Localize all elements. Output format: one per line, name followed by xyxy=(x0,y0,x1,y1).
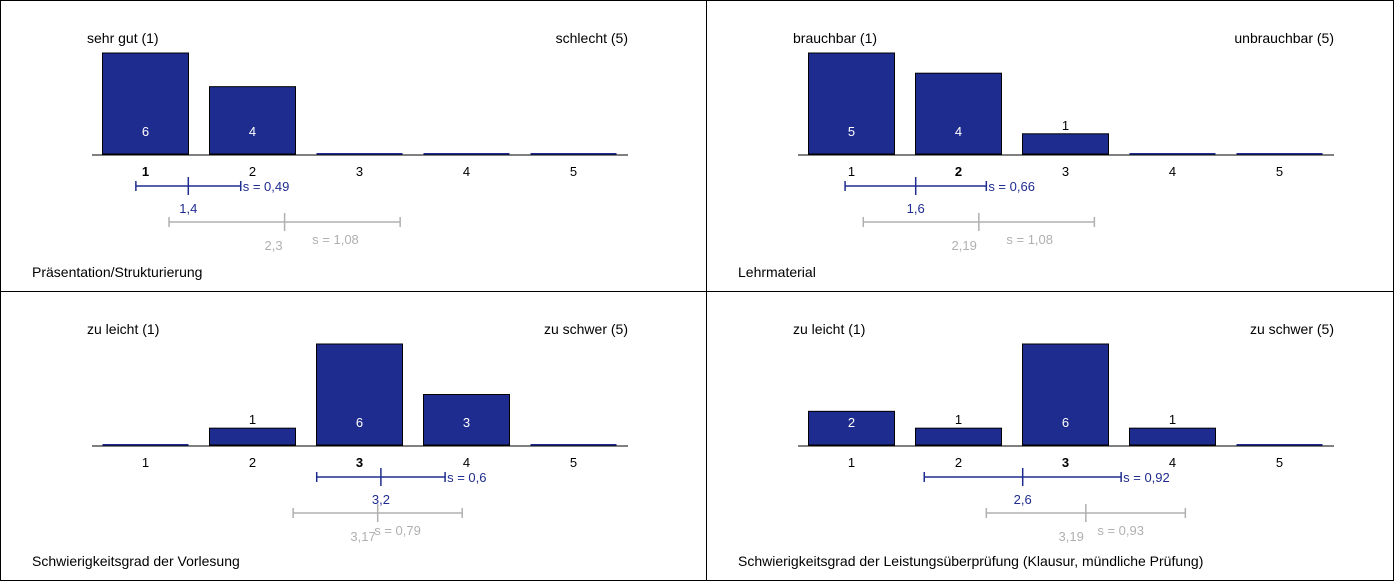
bar xyxy=(102,52,189,155)
reference-sd-label: s = 1,08 xyxy=(1006,232,1053,247)
bar-value-label: 1 xyxy=(249,412,256,427)
reference-mean-label: 2,19 xyxy=(952,238,977,253)
bar xyxy=(1022,133,1109,155)
chart-panel-presentation: sehr gut (1) schlecht (5) 6 4 1 2 3 4 5 s = 0,49 1… xyxy=(0,0,707,292)
x-tick-label: 3 xyxy=(1062,164,1069,179)
x-tick-label: 4 xyxy=(1169,164,1176,179)
x-tick-label: 3 xyxy=(356,164,363,179)
scale-left-label: zu leicht (1) xyxy=(87,321,159,337)
x-tick-label: 1 xyxy=(142,455,149,470)
bar xyxy=(915,427,1002,446)
bar-value-label: 1 xyxy=(955,412,962,427)
sd-label: s = 0,66 xyxy=(988,179,1035,194)
bar-value-label: 1 xyxy=(1169,412,1176,427)
x-tick-label: 4 xyxy=(1169,455,1176,470)
bar xyxy=(209,86,296,155)
bar-value-label: 1 xyxy=(1062,118,1069,133)
bar-value-label: 3 xyxy=(463,415,470,430)
scale-left-label: zu leicht (1) xyxy=(793,321,865,337)
mean-label: 1,6 xyxy=(907,201,925,216)
chart-title-lehrmaterial: Lehrmaterial xyxy=(738,264,816,280)
x-tick-label: 2 xyxy=(249,455,256,470)
bar-value-label: 4 xyxy=(249,124,256,139)
bar-value-label: 4 xyxy=(955,124,962,139)
bar-value-label: 6 xyxy=(356,415,363,430)
scale-right-label: schlecht (5) xyxy=(556,30,628,46)
bar xyxy=(423,394,510,446)
chart-title-leistung: Schwierigkeitsgrad der Leistungsüberprüf… xyxy=(738,553,1204,569)
x-tick-label: 4 xyxy=(463,164,470,179)
x-tick-label: 5 xyxy=(1276,164,1283,179)
sd-label: s = 0,49 xyxy=(243,179,290,194)
x-tick-label: 5 xyxy=(570,164,577,179)
scale-left-label: sehr gut (1) xyxy=(87,30,159,46)
reference-sd-label: s = 1,08 xyxy=(312,232,359,247)
x-tick-label: 2 xyxy=(955,455,962,470)
bar xyxy=(808,52,895,155)
x-tick-label: 4 xyxy=(463,455,470,470)
scale-right-label: zu schwer (5) xyxy=(544,321,628,337)
x-tick-label: 3 xyxy=(356,455,363,470)
mean-label: 2,6 xyxy=(1014,492,1032,507)
x-tick-label: 1 xyxy=(848,455,855,470)
bar-value-label: 5 xyxy=(848,124,855,139)
chart-svg-vorlesung: zu leicht (1) zu schwer (5) 1 6 3 1 2 3 4 5 s = 0,… xyxy=(87,321,628,544)
chart-panel-vorlesung: zu leicht (1) zu schwer (5) 1 6 3 1 2 3 4 5 s = 0,… xyxy=(0,291,707,581)
bar xyxy=(209,427,296,446)
bar xyxy=(915,72,1002,155)
chart-svg-leistung: zu leicht (1) zu schwer (5)2 1 6 11 2 3 4 5s = 0… xyxy=(793,321,1334,544)
bar-value-label: 2 xyxy=(848,415,855,430)
reference-sd-label: s = 0,93 xyxy=(1097,523,1144,538)
x-tick-label: 3 xyxy=(1062,455,1069,470)
bar xyxy=(316,343,403,446)
scale-right-label: zu schwer (5) xyxy=(1250,321,1334,337)
chart-svg-lehrmaterial: brauchbar (1) unbrauchbar (5) 5 4 1 1 2 3 4 5 s = … xyxy=(793,30,1334,253)
reference-mean-label: 3,17 xyxy=(350,529,375,544)
sd-label: s = 0,6 xyxy=(447,470,486,485)
reference-mean-label: 3,19 xyxy=(1059,529,1084,544)
x-tick-label: 1 xyxy=(848,164,855,179)
reference-sd-label: s = 0,79 xyxy=(374,523,421,538)
bar-value-label: 6 xyxy=(1062,415,1069,430)
scale-left-label: brauchbar (1) xyxy=(793,30,877,46)
chart-panel-leistung: zu leicht (1) zu schwer (5) 2 1 6 1 1 2 3 4 5 s = 0… xyxy=(706,291,1394,581)
chart-title-presentation: Präsentation/Strukturierung xyxy=(32,264,203,280)
chart-svg-presentation: sehr gut (1) schlecht (5) 6 4 1 2 3 4 5 s = 0,49 1… xyxy=(87,30,628,253)
bar-value-label: 6 xyxy=(142,124,149,139)
bar xyxy=(1129,427,1216,446)
sd-label: s = 0,92 xyxy=(1123,470,1170,485)
x-tick-label: 1 xyxy=(142,164,149,179)
x-tick-label: 2 xyxy=(955,164,962,179)
x-tick-label: 2 xyxy=(249,164,256,179)
mean-label: 1,4 xyxy=(179,201,197,216)
mean-label: 3,2 xyxy=(372,492,390,507)
chart-title-vorlesung: Schwierigkeitsgrad der Vorlesung xyxy=(32,553,240,569)
bar xyxy=(1022,343,1109,446)
x-tick-label: 5 xyxy=(1276,455,1283,470)
reference-mean-label: 2,3 xyxy=(265,238,283,253)
chart-panel-lehrmaterial: brauchbar (1) unbrauchbar (5) 5 4 1 1 2 3 4 5 s = … xyxy=(706,0,1394,292)
bar xyxy=(808,410,895,446)
x-tick-label: 5 xyxy=(570,455,577,470)
scale-right-label: unbrauchbar (5) xyxy=(1234,30,1334,46)
